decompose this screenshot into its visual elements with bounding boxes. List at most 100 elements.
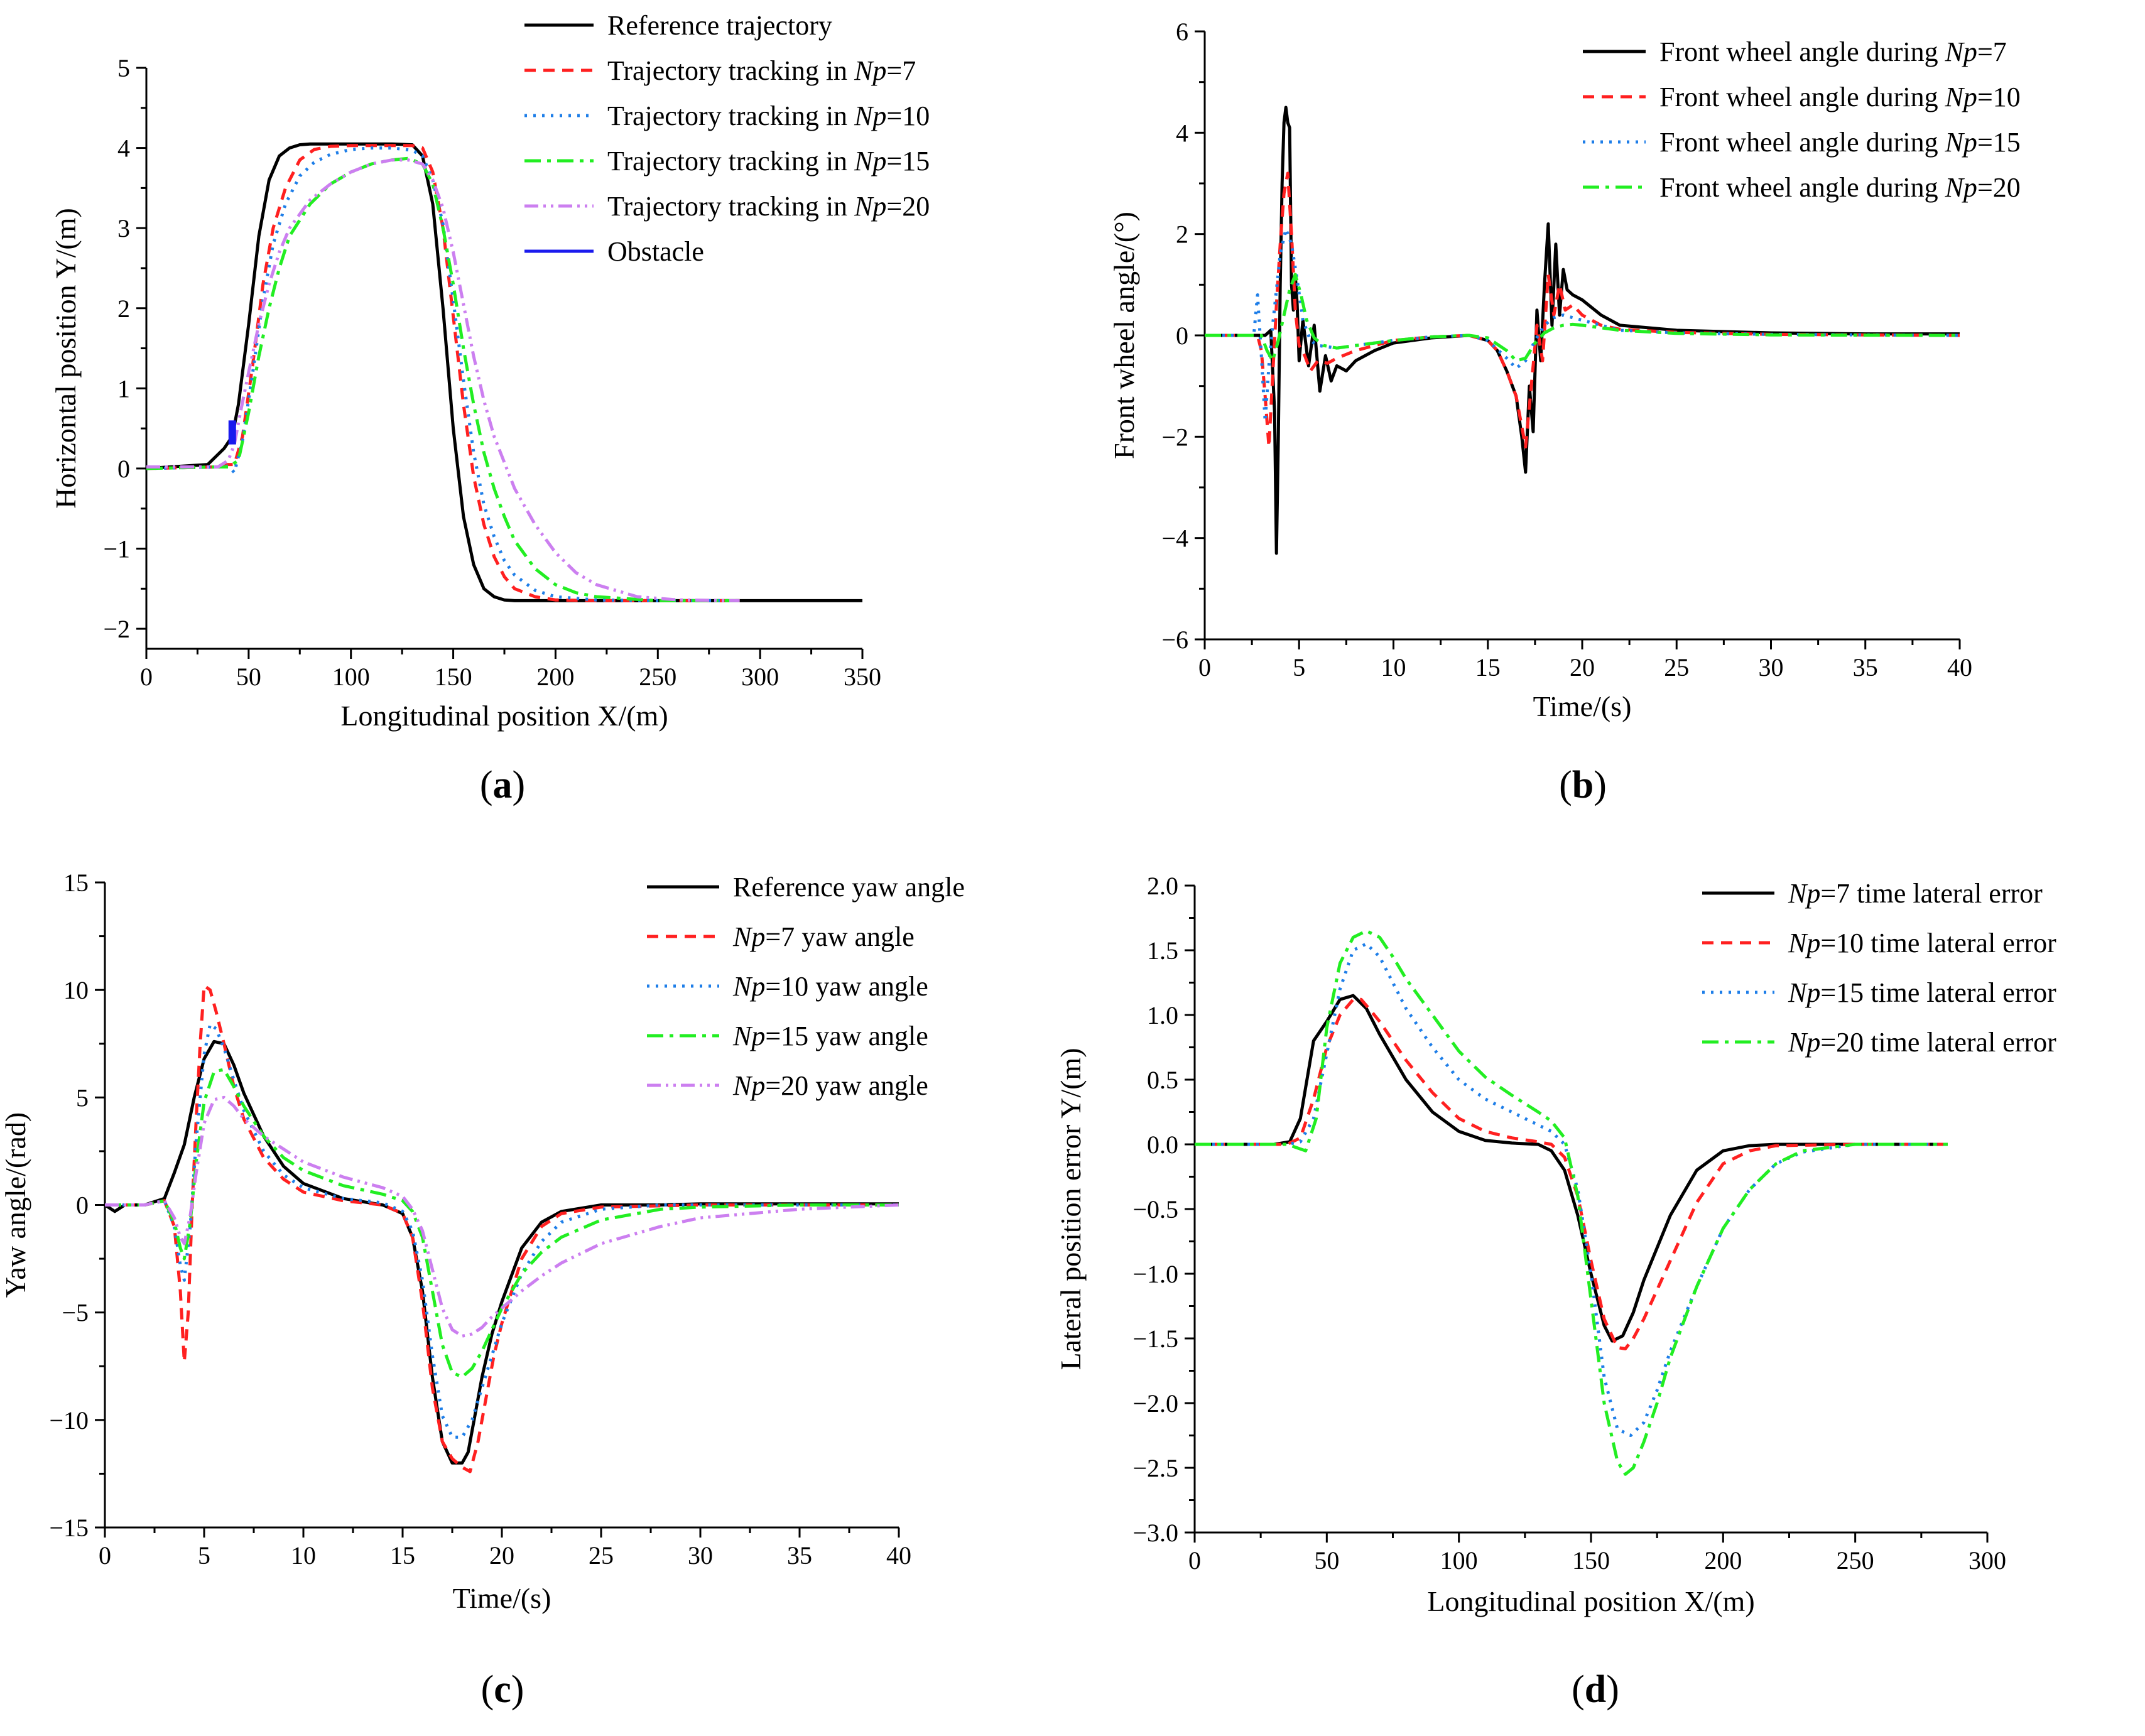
y-tick-label: 3	[117, 214, 130, 242]
chart-panel-c: 0 5 10 15 20 25 30 35 40 −15 −10 −5 0 5 10 15 Time/(s) Ya…	[0, 869, 965, 1711]
chart-panel-a: 0 50 100 150 200 250 300 350 −2 −1 0 1 2 3 4 5 Longitudi…	[50, 10, 930, 806]
x-tick-label: 300	[1969, 1546, 2006, 1575]
y-tick-label: 1	[117, 374, 130, 403]
y-tick-label: 6	[1176, 18, 1188, 46]
y-tick-label: 10	[63, 976, 89, 1004]
x-axis-label: Time/(s)	[1533, 690, 1632, 722]
series-line-2	[1195, 997, 1948, 1350]
legend-label: Trajectory tracking in Np=15	[607, 146, 930, 176]
legend-label: Front wheel angle during Np=15	[1659, 127, 2021, 158]
y-tick-label: 0	[76, 1191, 89, 1220]
x-tick-label: 0	[1188, 1546, 1201, 1575]
series-line-3	[1205, 227, 1960, 423]
chart-panel-d: 0 50 100 150 200 250 300 −3.0 −2.5 −2.0 −1.5 −1.0 −0…	[1055, 872, 2056, 1711]
legend-label: Np=15 time lateral error	[1788, 977, 2056, 1008]
series-line-4	[1205, 273, 1960, 362]
x-tick-label: 100	[332, 663, 370, 691]
x-tick-label: 20	[489, 1541, 514, 1570]
x-tick-label: 300	[741, 663, 779, 691]
series-line-2	[1205, 171, 1960, 448]
y-tick-label: 2	[1176, 220, 1188, 249]
series-line-2	[105, 984, 899, 1473]
y-tick-label: −5	[62, 1299, 89, 1327]
x-tick-label: 15	[390, 1541, 415, 1570]
y-tick-label: −4	[1161, 524, 1188, 553]
legend-label: Front wheel angle during Np=10	[1659, 82, 2021, 112]
x-tick-label: 5	[198, 1541, 210, 1570]
y-tick-label: −3.0	[1132, 1519, 1178, 1547]
series-line-4	[146, 156, 740, 602]
x-tick-label: 40	[886, 1541, 911, 1570]
x-tick-label: 10	[1381, 653, 1406, 681]
legend-label: Front wheel angle during Np=7	[1659, 36, 2007, 67]
y-tick-label: 1.5	[1147, 936, 1178, 965]
series-line-1	[104, 1039, 899, 1465]
legend-label: Np=7 time lateral error	[1788, 878, 2043, 909]
y-tick-label: −6	[1161, 626, 1188, 654]
x-tick-label: 0	[99, 1541, 111, 1570]
x-tick-label: 35	[787, 1541, 812, 1570]
legend-label: Front wheel angle during Np=20	[1659, 172, 2021, 203]
x-axis-label: Time/(s)	[453, 1582, 551, 1614]
y-tick-label: 2	[117, 295, 130, 323]
series-line-1	[1195, 994, 1948, 1343]
legend-label: Np=7 yaw angle	[732, 921, 915, 952]
series-line-1	[1205, 106, 1960, 555]
series-line-5	[105, 1095, 899, 1338]
y-tick-label: 15	[63, 869, 89, 897]
legend-label: Reference trajectory	[607, 10, 832, 41]
x-tick-label: 10	[291, 1541, 316, 1570]
y-tick-label: −2.0	[1132, 1389, 1178, 1418]
legend-label: Trajectory tracking in Np=10	[607, 100, 930, 131]
x-tick-label: 15	[1475, 653, 1501, 681]
x-tick-label: 30	[688, 1541, 713, 1570]
y-tick-label: −2.5	[1132, 1454, 1178, 1482]
y-tick-label: 5	[117, 54, 130, 82]
y-tick-label: −15	[49, 1514, 89, 1542]
x-tick-label: 200	[1704, 1546, 1742, 1575]
x-tick-label: 350	[844, 663, 881, 691]
y-tick-label: 5	[76, 1083, 89, 1112]
y-tick-label: 0.0	[1147, 1131, 1178, 1159]
x-tick-label: 150	[1572, 1546, 1610, 1575]
y-tick-label: −1	[103, 535, 130, 563]
series-line-4	[105, 1068, 899, 1379]
x-tick-label: 0	[1198, 653, 1211, 681]
y-tick-label: −10	[49, 1406, 89, 1435]
legend-label: Np=10 yaw angle	[732, 971, 928, 1002]
x-tick-label: 50	[236, 663, 261, 691]
x-tick-label: 0	[140, 663, 153, 691]
x-tick-label: 25	[589, 1541, 614, 1570]
x-tick-label: 30	[1759, 653, 1784, 681]
legend-label: Np=15 yaw angle	[732, 1021, 928, 1051]
y-axis-label: Lateral position error Y/(m)	[1055, 1048, 1087, 1370]
series-line-4	[1195, 929, 1948, 1476]
panel-label: (d)	[1572, 1668, 1619, 1711]
series-line-3	[105, 1023, 899, 1439]
x-axis-label: Longitudinal position X/(m)	[1427, 1585, 1754, 1617]
panel-label: (a)	[480, 764, 525, 806]
x-tick-label: 20	[1570, 653, 1595, 681]
y-tick-label: 0	[117, 455, 130, 483]
y-tick-label: 0	[1176, 322, 1188, 350]
y-tick-label: −2	[1161, 423, 1188, 451]
y-tick-label: −2	[103, 615, 130, 643]
x-tick-label: 100	[1440, 1546, 1478, 1575]
y-tick-label: −1.0	[1132, 1260, 1178, 1288]
x-tick-label: 250	[1837, 1546, 1874, 1575]
y-tick-label: −1.5	[1132, 1325, 1178, 1353]
legend-label: Np=10 time lateral error	[1788, 928, 2056, 958]
x-tick-label: 25	[1664, 653, 1689, 681]
x-tick-label: 150	[435, 663, 472, 691]
x-tick-label: 250	[639, 663, 676, 691]
panel-label: (c)	[481, 1668, 524, 1711]
y-tick-label: 2.0	[1147, 872, 1178, 900]
legend-label: Np=20 time lateral error	[1788, 1027, 2056, 1058]
legend-label: Np=20 yaw angle	[732, 1070, 928, 1101]
legend-label: Obstacle	[607, 236, 704, 267]
series-line-2	[146, 144, 740, 602]
chart-panel-b: 0 5 10 15 20 25 30 35 40 −6 −4 −2 0 2 4 6 Time/(s) Front …	[1108, 18, 2021, 806]
series-line-5	[146, 158, 740, 602]
x-tick-label: 50	[1314, 1546, 1339, 1575]
